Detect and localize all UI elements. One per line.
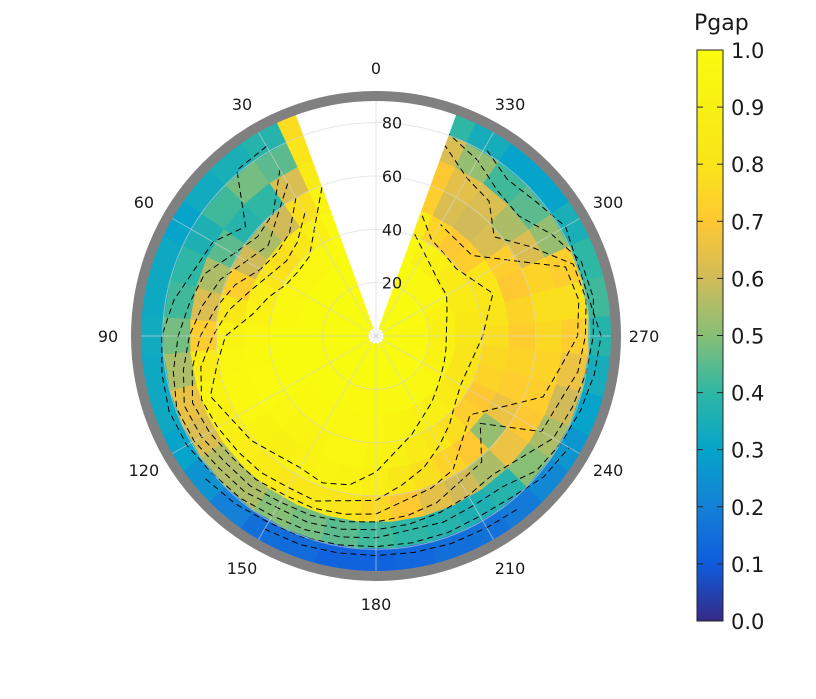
radial-tick-label: 20 <box>382 274 402 293</box>
angle-grid-line <box>375 215 585 337</box>
colorbar-tick-label: 0.8 <box>731 153 764 177</box>
angle-tick-label: 0 <box>371 59 381 78</box>
angle-tick-label: 300 <box>593 193 624 212</box>
angle-tick-label: 150 <box>227 559 258 578</box>
colorbar: Pgap 1.0 0.9 0.8 0.7 0.6 0.5 0.4 0.3 0.2 0.1 0.0 <box>694 11 764 634</box>
colorbar-ticks: 1.0 0.9 0.8 0.7 0.6 0.5 0.4 0.3 0.2 0.1 0.0 <box>697 39 764 634</box>
angle-tick-label: 30 <box>232 95 252 114</box>
angle-grid-line <box>375 335 585 457</box>
colorbar-tick-label: 0.2 <box>731 496 764 520</box>
contour-line <box>209 187 448 486</box>
contour-line <box>161 145 602 539</box>
colorbar-tick-label: 0.3 <box>731 439 764 463</box>
polar-grid <box>136 96 616 576</box>
angle-grid-line <box>255 335 377 545</box>
colorbar-tick-label: 0.0 <box>731 610 764 634</box>
angle-tick-label: 90 <box>98 327 118 346</box>
angle-tick-label: 210 <box>495 559 526 578</box>
angle-tick-label: 240 <box>593 461 624 480</box>
outer-ring <box>131 91 621 581</box>
radial-tick-labels: 20 40 60 80 <box>382 114 402 293</box>
radial-tick-label: 80 <box>382 114 402 133</box>
colorbar-tick-label: 0.9 <box>731 96 764 120</box>
contour-line <box>264 507 521 557</box>
angle-tick-label: 120 <box>129 461 160 480</box>
colorbar-tick-label: 0.7 <box>731 210 764 234</box>
contour-lines <box>161 134 602 557</box>
angle-grid-line <box>375 335 497 545</box>
radial-tick-label: 40 <box>382 220 402 239</box>
colorbar-title: Pgap <box>694 11 749 36</box>
angle-tick-label: 180 <box>361 595 392 614</box>
colorbar-tick-label: 0.4 <box>731 382 764 406</box>
colorbar-tick-label: 0.6 <box>731 267 764 291</box>
angle-tick-label: 270 <box>629 327 660 346</box>
radial-tick-label: 60 <box>382 167 402 186</box>
contour-line <box>205 447 570 548</box>
angle-tick-label: 60 <box>134 193 154 212</box>
angle-grid-line <box>375 127 497 337</box>
colorbar-tick-label: 1.0 <box>731 39 764 63</box>
angle-grid-line <box>255 127 377 337</box>
colorbar-tick-label: 0.5 <box>731 325 764 349</box>
contour-line <box>191 197 580 515</box>
contour-line <box>200 212 494 502</box>
polar-plot: 20 40 60 80 0 30 60 90 120 150 180 210 240 270 300 330 <box>98 59 659 614</box>
angle-grid-line <box>167 335 377 457</box>
contour-line <box>172 134 594 531</box>
angle-tick-label: 330 <box>495 95 526 114</box>
angle-tick-labels: 0 30 60 90 120 150 180 210 240 270 300 330 <box>98 59 659 614</box>
angle-grid-line <box>167 215 377 337</box>
contour-line <box>182 145 587 523</box>
colorbar-tick-label: 0.1 <box>731 553 764 577</box>
